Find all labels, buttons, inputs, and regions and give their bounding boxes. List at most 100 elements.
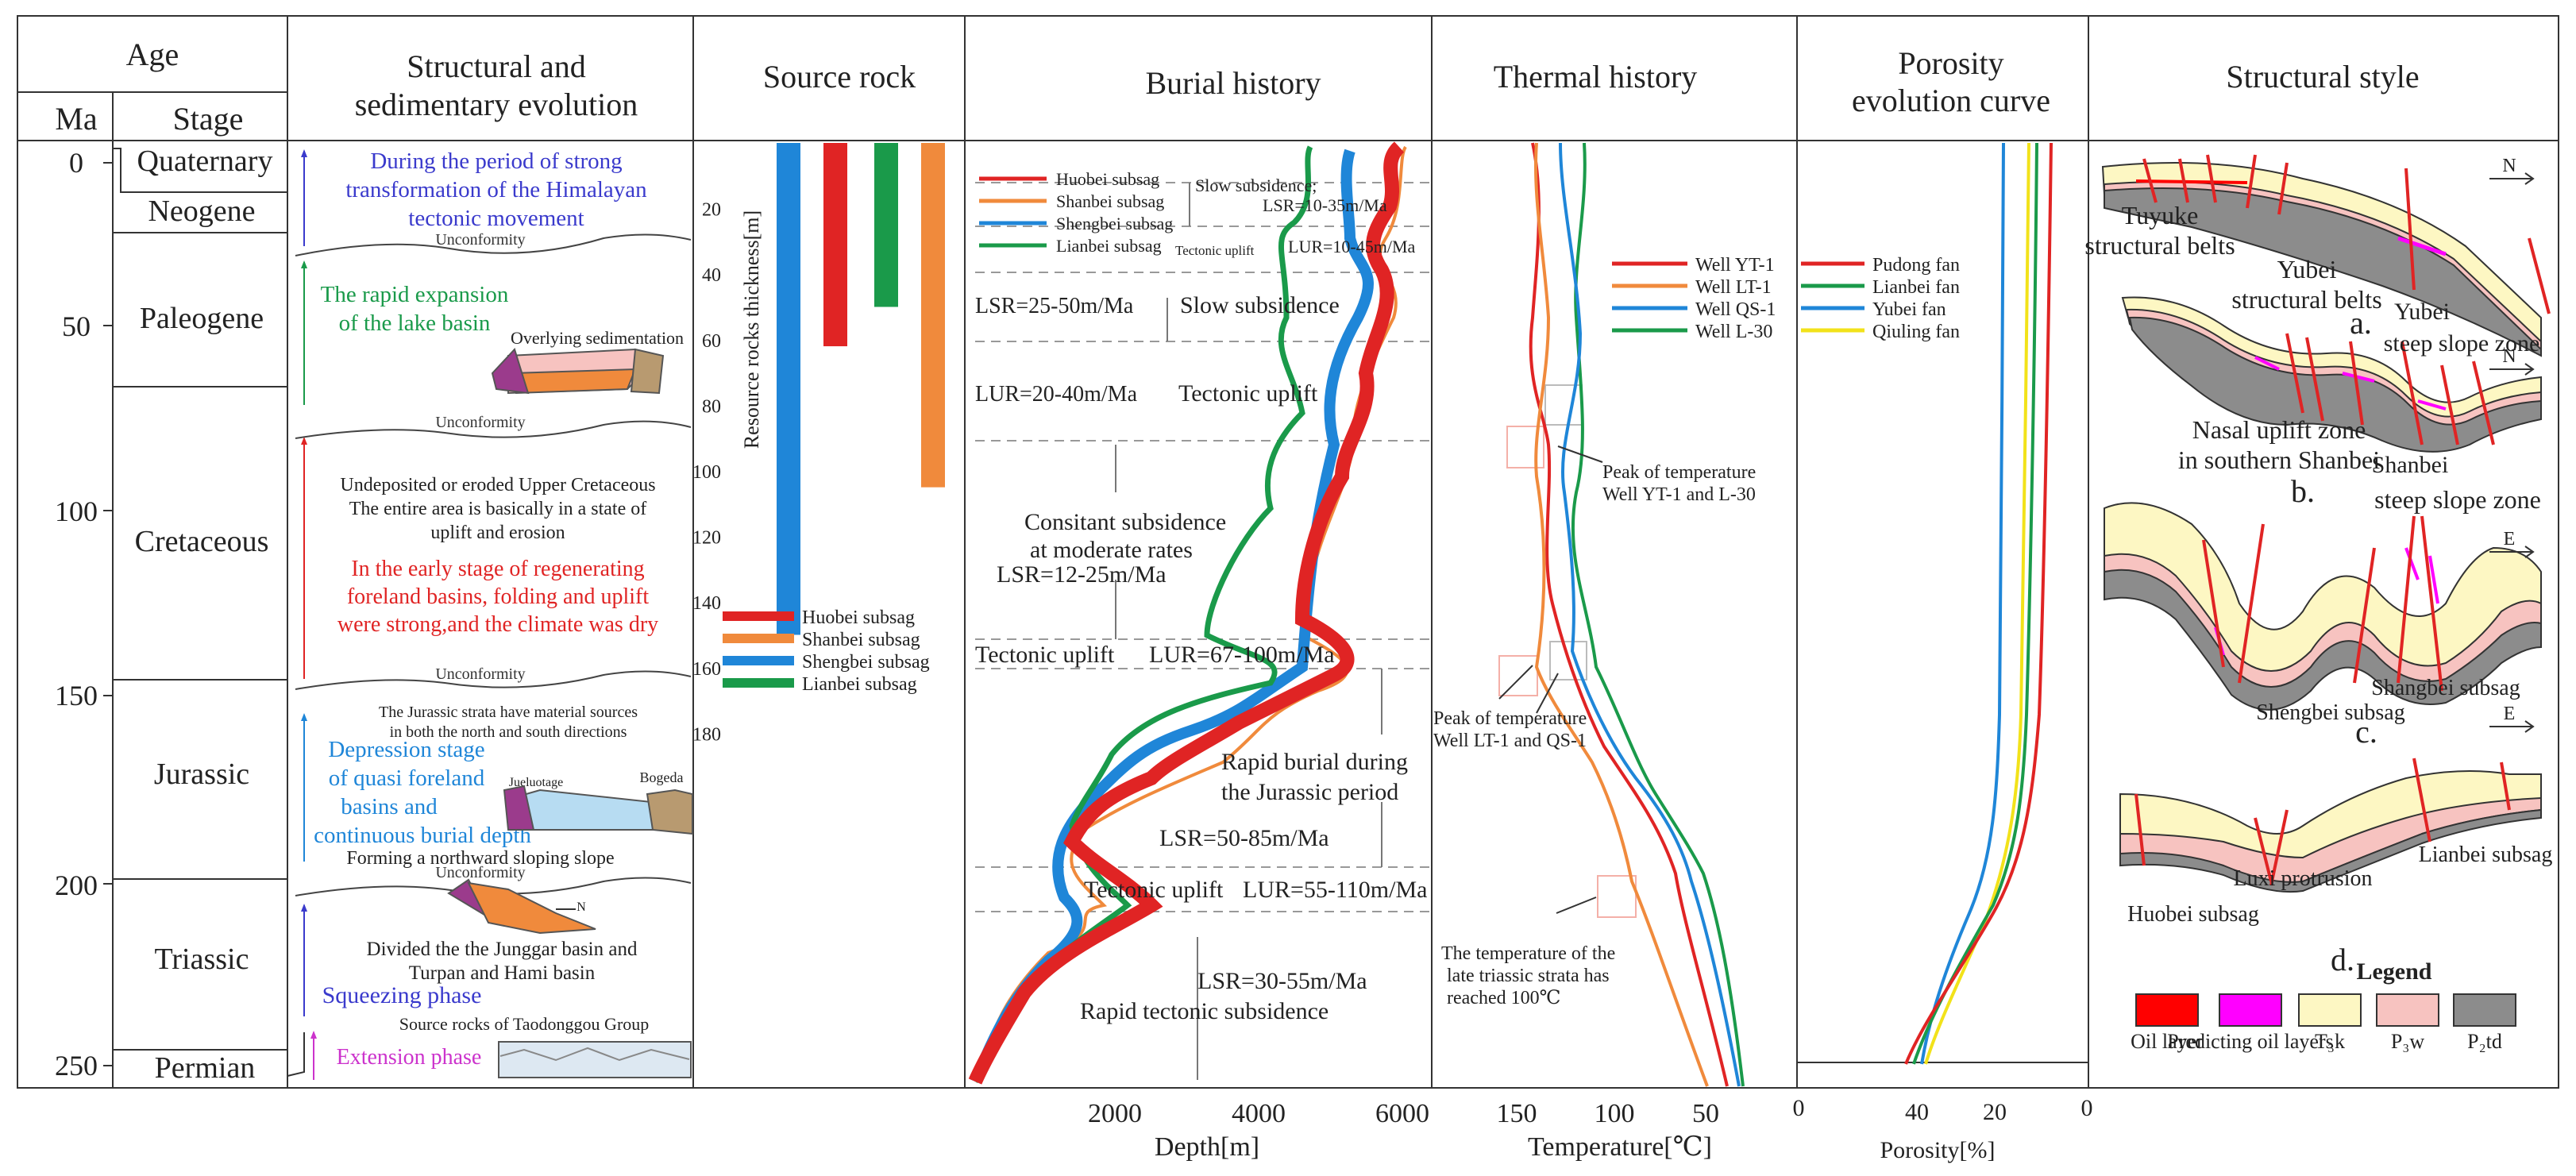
burial-tick-4000: 4000 bbox=[1232, 1099, 1286, 1128]
header-structural-1: Structural and bbox=[407, 48, 586, 84]
annot-lsr5: LSR=30-55m/Ma bbox=[1197, 968, 1367, 994]
source-axis-label: Resource rocks thickness[m] bbox=[740, 210, 763, 449]
thermal-tick-50: 50 bbox=[1692, 1099, 1719, 1128]
stages: Quaternary Neogene Paleogene Cretaceous … bbox=[135, 145, 273, 1085]
stage-triassic: Triassic bbox=[155, 943, 249, 976]
ma-tick-50: 50 bbox=[62, 310, 91, 342]
north-label: N bbox=[577, 900, 586, 914]
ma-tick-0: 0 bbox=[69, 147, 83, 179]
late-b: late triassic strata has bbox=[1447, 966, 1610, 986]
thermal-annotations: Peak of temperature Well YT-1 and L-30 P… bbox=[1433, 462, 1756, 1008]
nasal-a: Nasal uplift zone bbox=[2192, 415, 2366, 444]
style-arrows bbox=[2489, 172, 2535, 733]
thermal-curves bbox=[1529, 142, 1745, 1087]
headers: Age Ma Stage Structural and sedimentary … bbox=[55, 37, 2419, 137]
burial-tick-6000: 6000 bbox=[1375, 1099, 1429, 1128]
porosity-legend-label: Pudong fan bbox=[1872, 255, 1960, 276]
ma-tick-250: 250 bbox=[55, 1050, 98, 1082]
late-c: reached 100℃ bbox=[1447, 988, 1560, 1008]
burial-legend-label: Shanbei subsag bbox=[1056, 191, 1164, 211]
annot-slow1-b: LSR=10-35m/Ma bbox=[1263, 195, 1387, 215]
style-legend-label: Oil layer bbox=[2131, 1030, 2204, 1053]
nasal-b: in southern Shanbei bbox=[2178, 445, 2380, 474]
annot-uplift2: Tectonic uplift bbox=[1178, 380, 1318, 407]
annot-lur1: LUR=10-45m/Ma bbox=[1288, 237, 1416, 256]
ma-tick-200: 200 bbox=[55, 869, 98, 901]
stage-lines bbox=[113, 148, 287, 1051]
style-n-a: N bbox=[2502, 156, 2516, 176]
himalayan-line-1: During the period of strong bbox=[370, 148, 622, 174]
annot-uplift3: Tectonic uplift bbox=[975, 642, 1115, 668]
jurassic-blue-1: Depression stage bbox=[328, 737, 484, 762]
cretaceous-red-3: were strong,and the climate was dry bbox=[337, 612, 658, 637]
peak2-b: Well LT-1 and QS-1 bbox=[1433, 731, 1587, 751]
porosity-x-axis: 0 40 20 0 Porosity[%] bbox=[1793, 1095, 2093, 1163]
peak2-a: Peak of temperature bbox=[1433, 708, 1587, 729]
burial-legend-label: Huobei subsag bbox=[1056, 169, 1159, 189]
burial-dashed-lines bbox=[975, 182, 1429, 912]
header-thermal: Thermal history bbox=[1494, 59, 1698, 94]
annot-lsr4: LSR=50-85m/Ma bbox=[1159, 825, 1329, 851]
section-b bbox=[2121, 296, 2542, 453]
source-bars bbox=[777, 143, 945, 635]
sketch-jurassic bbox=[503, 785, 693, 835]
header-age: Age bbox=[126, 37, 179, 72]
annot-constant-b: at moderate rates bbox=[1030, 537, 1193, 563]
squeezing-phase: Squeezing phase bbox=[322, 982, 482, 1008]
sketch-triassic bbox=[447, 878, 596, 935]
sketch-permian bbox=[498, 1041, 692, 1078]
section-d bbox=[2119, 758, 2542, 893]
jurassic-small-2: in both the north and south directions bbox=[390, 723, 627, 741]
porosity-legend-label: Yubei fan bbox=[1872, 299, 1946, 320]
himalayan-line-2: transformation of the Himalayan bbox=[345, 177, 647, 202]
source-bar-huobei bbox=[823, 143, 847, 347]
header-style: Structural style bbox=[2226, 59, 2419, 94]
thermal-x-label: Temperature[℃] bbox=[1528, 1132, 1712, 1162]
burial-curves bbox=[968, 141, 1407, 1085]
annot-lur3: LUR=67-100m/Ma bbox=[1149, 642, 1335, 668]
header-source-rock: Source rock bbox=[763, 59, 916, 94]
burial-brackets bbox=[1115, 183, 1382, 1080]
source-tick-20: 20 bbox=[702, 200, 721, 221]
porosity-curves bbox=[1904, 142, 2053, 1065]
late-a: The temperature of the bbox=[1441, 943, 1615, 964]
style-legend-label: P₂td bbox=[2467, 1030, 2502, 1053]
style-e-c: E bbox=[2504, 529, 2516, 549]
annot-lur2: LUR=20-40m/Ma bbox=[975, 382, 1138, 407]
cretaceous-black-3: uplift and erosion bbox=[430, 522, 565, 543]
northward-slope: Forming a northward sloping slope bbox=[346, 848, 614, 869]
section-a bbox=[2101, 154, 2551, 357]
shanbei-steep-a: Shanbei bbox=[2372, 452, 2449, 478]
unconformity-3: Unconformity bbox=[435, 665, 525, 683]
source-tick-40: 40 bbox=[702, 265, 721, 286]
style-legend-swatch bbox=[2135, 993, 2199, 1027]
structural-texts: During the period of strong transformati… bbox=[314, 148, 684, 1070]
jurassic-small-1: The Jurassic strata have material source… bbox=[379, 704, 638, 721]
thermal-curve-lt-1 bbox=[1533, 142, 1709, 1087]
source-tick-60: 60 bbox=[702, 331, 721, 352]
thermal-legend-label: Well LT-1 bbox=[1695, 277, 1772, 298]
header-porosity-2: evolution curve bbox=[1852, 83, 2050, 118]
cretaceous-black-1: Undeposited or eroded Upper Cretaceous bbox=[340, 475, 655, 495]
cretaceous-red-1: In the early stage of regenerating bbox=[351, 557, 644, 581]
huobei-label: Huobei subsag bbox=[2127, 902, 2259, 927]
label-a: a. bbox=[2350, 305, 2372, 341]
jurassic-blue-2: of quasi foreland bbox=[329, 765, 485, 791]
source-legend-label: Lianbei subsag bbox=[802, 674, 917, 695]
stage-jurassic: Jurassic bbox=[154, 758, 249, 791]
burial-curve-lianbei bbox=[973, 145, 1313, 1083]
luxi-label: Luxi protrusion bbox=[2234, 866, 2373, 891]
style-legend-label: T₃k bbox=[2315, 1030, 2345, 1053]
ma-tick-150: 150 bbox=[55, 680, 98, 711]
thermal-legend-label: Well L-30 bbox=[1695, 322, 1772, 342]
lianbei-label: Lianbei subsag bbox=[2419, 842, 2553, 867]
porosity-tick-20: 20 bbox=[1983, 1099, 2007, 1125]
thermal-curve-l-30 bbox=[1571, 142, 1745, 1087]
annot-slow1-a: Slow subsidence; bbox=[1195, 175, 1317, 195]
porosity-curve-pudong bbox=[1904, 142, 2053, 1065]
shanbei-steep-b: steep slope zone bbox=[2374, 485, 2541, 514]
unconformity-1: Unconformity bbox=[435, 231, 525, 249]
label-c: c. bbox=[2355, 714, 2377, 750]
